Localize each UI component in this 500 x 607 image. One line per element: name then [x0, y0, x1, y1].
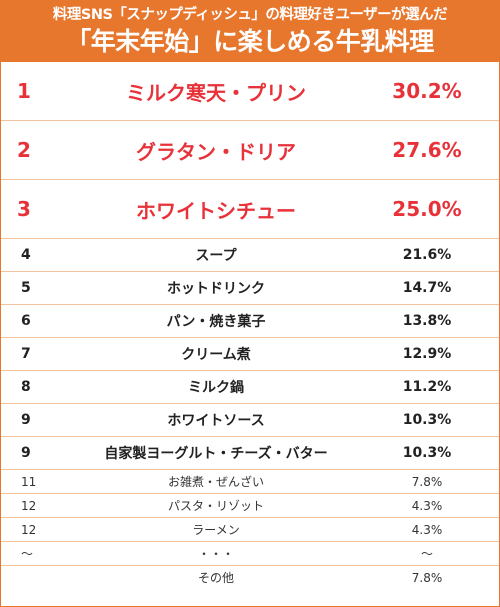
value-cell: 4.3%: [355, 493, 499, 518]
item-cell: ・・・: [77, 541, 355, 566]
value-cell: 4.3%: [355, 517, 499, 542]
value-cell: 13.8%: [355, 304, 499, 338]
value-cell: 11.2%: [355, 370, 499, 404]
value-cell: 7.8%: [411, 570, 443, 585]
rank-cell: 8: [1, 370, 77, 404]
value-cell: 12.9%: [355, 337, 499, 371]
item-cell: クリーム煮: [77, 337, 355, 371]
table-row: 12 パスタ・リゾット 4.3%: [1, 493, 499, 518]
table-row: 9 自家製ヨーグルト・チーズ・バター 10.3%: [1, 436, 499, 470]
rank-cell: 4: [1, 238, 77, 272]
item-cell: スープ: [77, 238, 355, 272]
rank-cell: 6: [1, 304, 77, 338]
item-cell: ラーメン: [77, 517, 355, 542]
table-row: 3 ホワイトシチュー 25.0%: [1, 179, 499, 239]
item-cell: パン・焼き菓子: [77, 304, 355, 338]
table-row: 6 パン・焼き菓子 13.8%: [1, 304, 499, 338]
rank-cell: ～: [1, 541, 77, 566]
item-cell: ホワイトソース: [77, 403, 355, 437]
rank-cell: 5: [1, 271, 77, 305]
table-row: 4 スープ 21.6%: [1, 238, 499, 272]
item-cell: ミルク寒天・プリン: [77, 62, 355, 121]
table-row: 8 ミルク鍋 11.2%: [1, 370, 499, 404]
table-row: 7 クリーム煮 12.9%: [1, 337, 499, 371]
value-cell: 10.3%: [355, 403, 499, 437]
rank-cell: 9: [1, 403, 77, 437]
item-cell: パスタ・リゾット: [77, 493, 355, 518]
item-cell: お雑煮・ぜんざい: [77, 469, 355, 494]
header-title: 「年末年始」に楽しめる牛乳料理: [66, 27, 434, 56]
rank-cell: 12: [1, 517, 77, 542]
rank-cell: 1: [1, 62, 77, 121]
table-row: ～・・・～: [1, 541, 499, 566]
table-row: 5 ホットドリンク 14.7%: [1, 271, 499, 305]
table-row: その他 7.8%: [1, 566, 499, 590]
rank-cell: 12: [1, 493, 77, 518]
value-cell: 21.6%: [355, 238, 499, 272]
rank-cell: 2: [1, 120, 77, 180]
table-row: 9 ホワイトソース 10.3%: [1, 403, 499, 437]
table-row: 1 ミルク寒天・プリン 30.2%: [1, 62, 499, 121]
item-cell: ミルク鍋: [77, 370, 355, 404]
ranking-table: 1 ミルク寒天・プリン 30.2% 2 グラタン・ドリア 27.6% 3 ホワイトシチュー 25…: [1, 62, 499, 589]
item-cell: ホットドリンク: [77, 271, 355, 305]
table-row: 12 ラーメン 4.3%: [1, 517, 499, 542]
rank-cell: 9: [1, 436, 77, 470]
item-cell: 自家製ヨーグルト・チーズ・バター: [77, 436, 355, 470]
value-cell: 30.2%: [355, 62, 499, 121]
value-cell: 7.8%: [355, 469, 499, 494]
rank-cell: 7: [1, 337, 77, 371]
rank-cell: [1, 566, 77, 590]
item-cell: ホワイトシチュー: [77, 179, 355, 239]
rank-cell: 3: [1, 179, 77, 239]
item-cell: グラタン・ドリア: [77, 120, 355, 180]
rank-cell: 11: [1, 469, 77, 494]
value-cell: 10.3%: [355, 436, 499, 470]
value-cell: 27.6%: [355, 120, 499, 180]
table-row: 11 お雑煮・ぜんざい 7.8%: [1, 469, 499, 494]
value-cell: 25.0%: [355, 179, 499, 239]
header-subtitle: 料理SNS「スナップディッシュ」の料理好きユーザーが選んだ: [52, 7, 448, 23]
item-cell: その他: [197, 571, 234, 585]
value-cell: ～: [355, 541, 499, 566]
header-banner: 料理SNS「スナップディッシュ」の料理好きユーザーが選んだ 「年末年始」に楽しめ…: [1, 1, 499, 62]
value-cell: 14.7%: [355, 271, 499, 305]
table-row: 2 グラタン・ドリア 27.6%: [1, 120, 499, 180]
